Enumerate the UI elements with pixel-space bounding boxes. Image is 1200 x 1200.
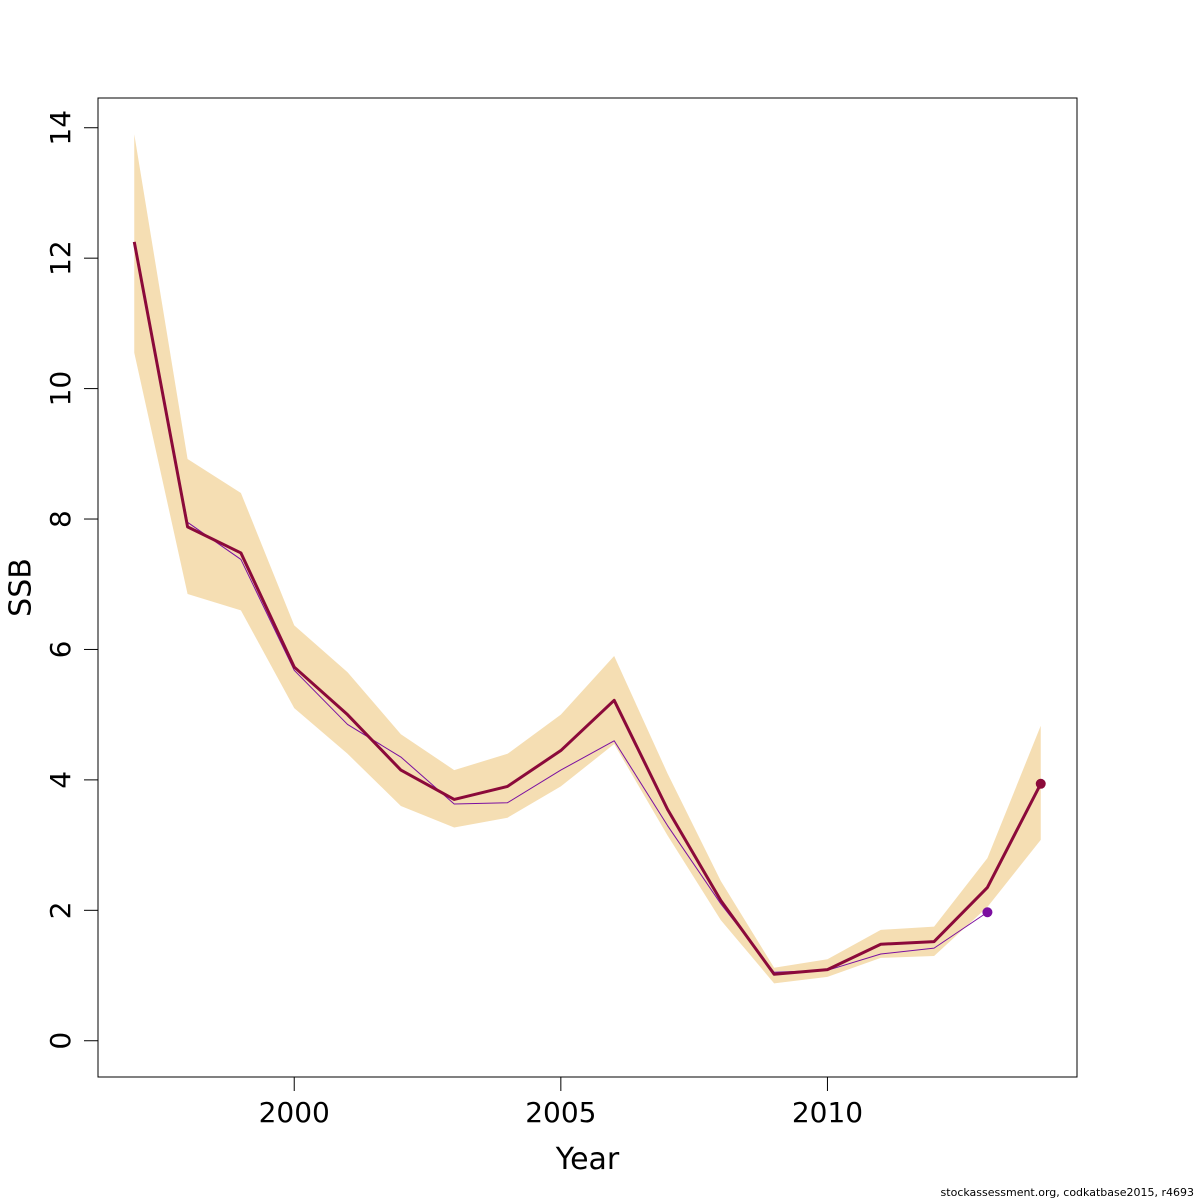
y-tick-label: 8 (44, 510, 77, 528)
y-tick-label: 0 (44, 1032, 77, 1050)
y-tick-label: 2 (44, 901, 77, 919)
end-point (1035, 778, 1046, 789)
y-tick-label: 6 (44, 641, 77, 659)
x-tick-label: 2010 (792, 1096, 863, 1129)
y-tick-label: 4 (44, 771, 77, 789)
y-tick-label: 10 (44, 371, 77, 407)
y-tick-label: 12 (44, 240, 77, 276)
series-line (133, 245, 988, 973)
x-tick-label: 2005 (525, 1096, 596, 1129)
y-axis-label: SSB (4, 558, 39, 617)
x-tick-label: 2000 (259, 1096, 330, 1129)
footer: stockassessment.org, codkatbase2015, r46… (941, 1186, 1194, 1199)
end-point (982, 907, 993, 918)
plot-frame (97, 97, 1078, 1078)
x-axis-label: Year (555, 1142, 620, 1177)
y-tick-label: 14 (44, 110, 77, 146)
series-line (132, 241, 1043, 976)
